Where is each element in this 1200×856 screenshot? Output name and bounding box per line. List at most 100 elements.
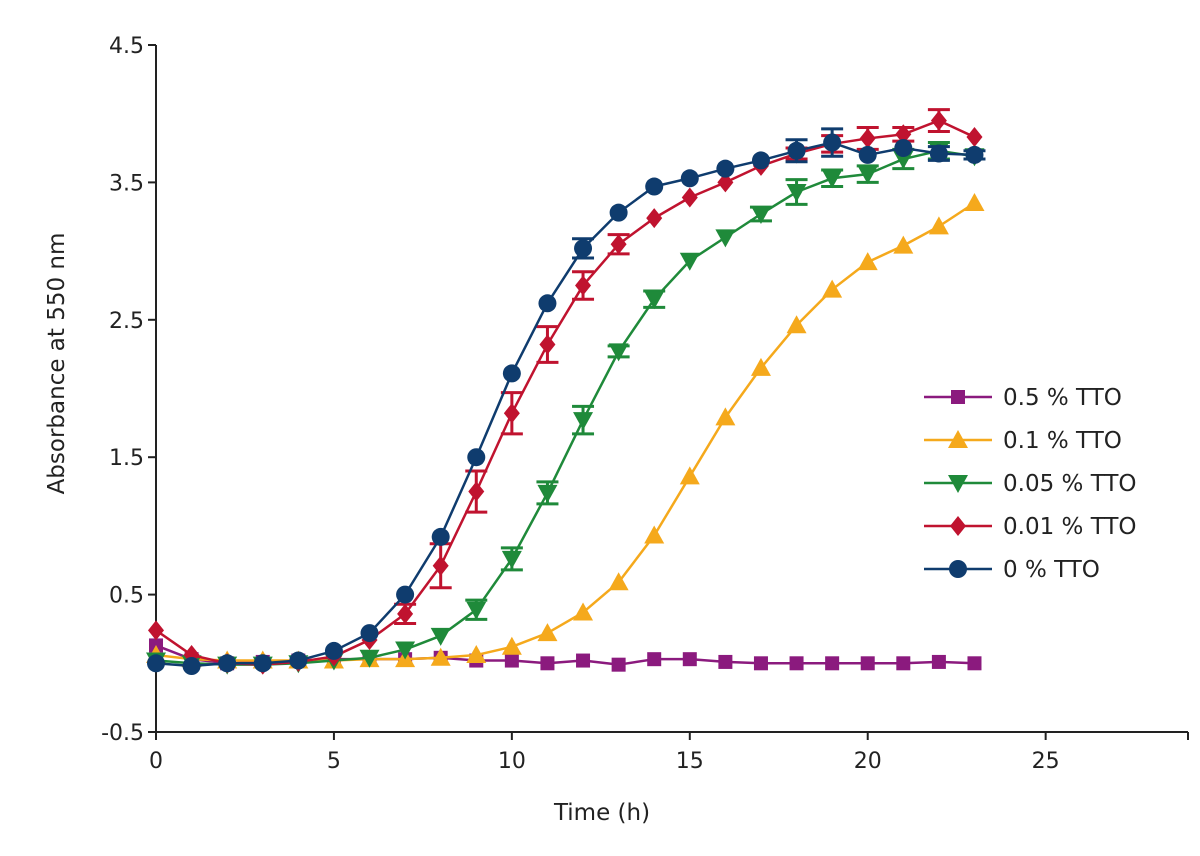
data-point <box>715 407 736 426</box>
data-point <box>539 334 556 355</box>
legend-label: 0.5 % TTO <box>1003 385 1122 411</box>
data-point <box>432 555 449 576</box>
data-point <box>679 466 700 485</box>
data-point <box>860 656 875 671</box>
legend-marker <box>948 475 968 493</box>
data-point <box>395 641 416 660</box>
data-point <box>859 128 876 149</box>
data-point <box>715 229 736 248</box>
x-axis-title: Time (h) <box>553 800 650 826</box>
data-point <box>359 649 380 668</box>
data-point <box>966 127 983 148</box>
data-point <box>931 654 946 669</box>
legend-item: 0 % TTO <box>924 557 1100 583</box>
legend-item: 0.01 % TTO <box>924 514 1137 540</box>
data-point <box>431 527 450 546</box>
series-line <box>155 201 976 662</box>
data-point <box>538 294 557 313</box>
y-tick-label: -0.5 <box>101 721 144 746</box>
data-point <box>750 206 771 225</box>
data-point <box>430 627 451 646</box>
data-point <box>540 656 555 671</box>
data-point <box>894 139 913 158</box>
y-tick-label: 1.5 <box>109 446 144 471</box>
data-point <box>396 585 415 604</box>
data-point <box>681 187 698 208</box>
data-point <box>218 654 237 673</box>
data-point <box>928 216 949 235</box>
data-point <box>822 279 843 298</box>
data-point <box>717 172 734 193</box>
series-3 <box>146 141 985 675</box>
data-point <box>608 343 629 362</box>
legend-label: 0.05 % TTO <box>1003 471 1137 497</box>
legend-item: 0.5 % TTO <box>924 385 1122 411</box>
data-point <box>324 641 343 660</box>
data-point <box>679 252 700 271</box>
data-point <box>825 656 840 671</box>
data-point <box>753 656 768 671</box>
data-point <box>253 654 272 673</box>
data-point <box>857 166 878 185</box>
data-point <box>573 602 594 621</box>
data-point <box>537 484 558 503</box>
series-1 <box>149 638 982 672</box>
data-point <box>716 159 735 178</box>
series-5 <box>147 127 986 676</box>
data-point <box>895 124 912 145</box>
data-point <box>504 653 519 668</box>
data-point <box>466 601 487 620</box>
x-tick-label: 10 <box>498 749 526 774</box>
data-point <box>718 654 733 669</box>
data-point <box>964 193 985 212</box>
data-point <box>573 412 594 431</box>
y-tick-label: 2.5 <box>109 309 144 334</box>
data-point <box>789 656 804 671</box>
data-point <box>967 656 982 671</box>
data-point <box>360 624 379 643</box>
series-line <box>155 119 976 666</box>
data-point <box>644 525 665 544</box>
data-point <box>893 151 914 170</box>
legend-marker <box>951 390 965 404</box>
data-point <box>645 177 664 196</box>
data-point <box>503 403 520 424</box>
series-line <box>155 141 975 668</box>
data-point <box>609 203 628 222</box>
data-point <box>289 651 308 670</box>
data-point <box>397 603 414 624</box>
y-tick-label: 3.5 <box>109 171 144 196</box>
data-point <box>468 481 485 502</box>
legend: 0.5 % TTO 0.1 % TTO 0.05 % TTO 0.01 % TTO 0 … <box>924 385 1137 583</box>
data-point <box>147 654 165 673</box>
series-4 <box>148 108 983 675</box>
y-tick-label: 4.5 <box>109 34 144 59</box>
data-point <box>574 239 593 258</box>
data-point <box>501 550 522 569</box>
x-axis-ticks: 0 5 10 15 20 25 <box>149 732 1189 774</box>
legend-label: 0.1 % TTO <box>1003 428 1122 454</box>
x-tick-label: 5 <box>327 749 341 774</box>
data-point <box>644 291 665 310</box>
axes <box>155 45 1188 733</box>
data-point <box>502 364 521 383</box>
data-point <box>680 169 699 188</box>
series-2 <box>146 193 985 669</box>
series-line <box>155 149 975 666</box>
data-point <box>575 275 592 296</box>
plot-area <box>146 108 986 676</box>
legend-item: 0.1 % TTO <box>924 428 1122 454</box>
data-point <box>751 151 770 170</box>
data-point <box>682 652 697 667</box>
legend-marker <box>950 516 966 536</box>
data-point <box>467 448 486 467</box>
data-point <box>501 636 522 655</box>
y-axis-ticks: -0.5 0.5 1.5 2.5 3.5 4.5 <box>101 34 156 746</box>
x-tick-label: 0 <box>149 749 163 774</box>
legend-item: 0.05 % TTO <box>924 471 1137 497</box>
x-tick-label: 25 <box>1032 749 1060 774</box>
data-point <box>182 657 201 676</box>
data-point <box>148 620 164 641</box>
y-tick-label: 0.5 <box>109 584 144 609</box>
